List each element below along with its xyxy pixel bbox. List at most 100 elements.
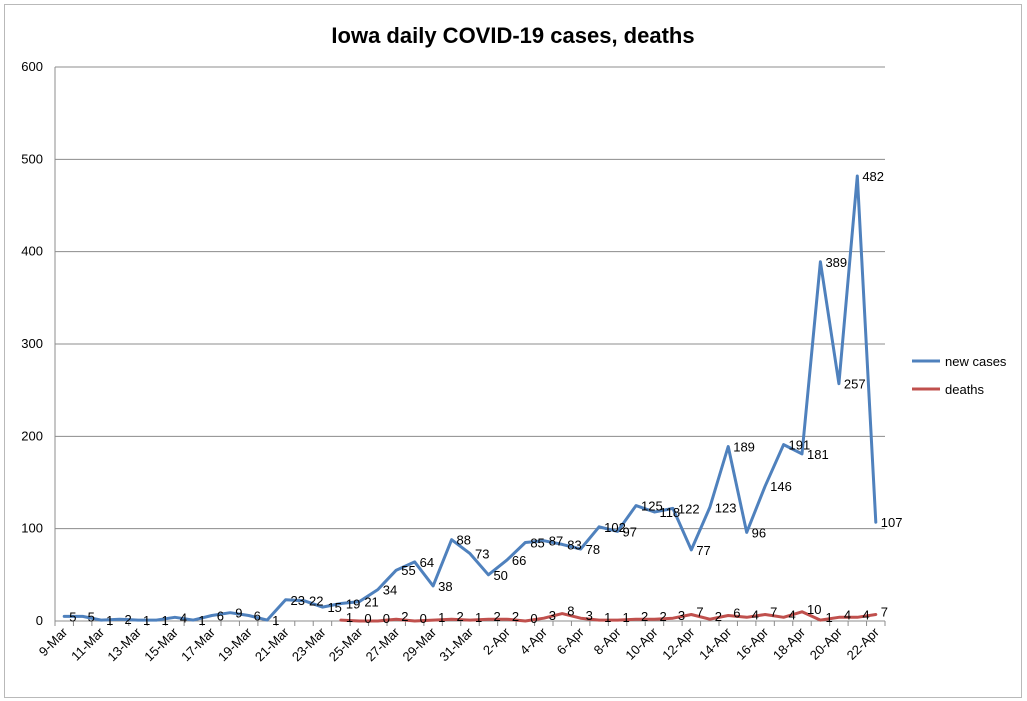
data-label: 5 — [88, 609, 95, 624]
data-label: 6 — [254, 608, 261, 623]
y-tick-label: 100 — [21, 521, 43, 536]
series-line-deaths — [339, 610, 878, 623]
data-label: 189 — [733, 439, 755, 454]
legend-label: deaths — [945, 382, 985, 397]
data-label: 1 — [106, 613, 113, 628]
data-label: 6 — [733, 605, 740, 620]
data-label: 2 — [659, 609, 666, 624]
y-tick-label: 300 — [21, 336, 43, 351]
data-label: 3 — [549, 608, 556, 623]
x-tick-label: 22-Apr — [844, 624, 883, 663]
data-label: 2 — [401, 609, 408, 624]
data-label: 7 — [881, 605, 888, 620]
x-tick-label: 13-Mar — [104, 624, 144, 664]
legend: new cases deaths — [912, 354, 1007, 397]
data-label: 146 — [770, 479, 792, 494]
data-label: 0 — [383, 611, 390, 626]
data-label: 125 — [641, 499, 663, 514]
data-label: 66 — [512, 553, 526, 568]
data-label: 6 — [217, 608, 224, 623]
x-tick-label: 2-Apr — [480, 624, 514, 658]
data-label: 123 — [715, 500, 737, 515]
x-tick-label: 18-Apr — [770, 624, 809, 663]
data-label: 22 — [309, 594, 323, 609]
data-label: 1 — [161, 613, 168, 628]
y-tick-label: 0 — [36, 613, 43, 628]
data-label: 87 — [549, 534, 563, 549]
x-tick-label: 6-Apr — [554, 624, 588, 658]
x-tick-label: 19-Mar — [215, 624, 255, 664]
data-label: 50 — [493, 568, 507, 583]
x-tick-label: 11-Mar — [68, 624, 108, 664]
data-label: 77 — [696, 543, 710, 558]
data-label: 96 — [752, 525, 766, 540]
data-label: 4 — [180, 610, 187, 625]
data-label: 181 — [807, 447, 829, 462]
x-tick-label: 16-Apr — [733, 624, 772, 663]
x-tick-label: 10-Apr — [622, 624, 661, 663]
x-tick-label: 4-Apr — [517, 624, 551, 658]
data-label: 2 — [125, 612, 132, 627]
data-labels: 5 5 1 2 1 1 4 1 6 9 6 123 22 15 19 21345564388873506685… — [69, 169, 902, 628]
data-label: 257 — [844, 377, 866, 392]
data-label: 2 — [493, 609, 500, 624]
data-label: 102 — [604, 520, 626, 535]
data-label: 2 — [512, 609, 519, 624]
data-label: 55 — [401, 563, 415, 578]
data-label: 23 — [291, 593, 305, 608]
data-label: 4 — [752, 607, 759, 622]
data-label: 1 — [198, 613, 205, 628]
data-label: 482 — [862, 169, 884, 184]
data-label: 73 — [475, 547, 489, 562]
x-tick-label: 15-Mar — [141, 624, 181, 664]
x-tick-label: 21-Mar — [252, 624, 292, 664]
data-label: 2 — [457, 609, 464, 624]
data-label: 8 — [567, 604, 574, 619]
x-tick-label: 9-Mar — [36, 624, 71, 659]
y-tick-label: 400 — [21, 244, 43, 259]
data-label: 10 — [807, 602, 821, 617]
legend-label: new cases — [945, 354, 1007, 369]
data-label: 3 — [586, 608, 593, 623]
y-tick-label: 200 — [21, 428, 43, 443]
data-label: 64 — [420, 555, 434, 570]
data-label: 78 — [586, 542, 600, 557]
y-axis: 0 100 200 300 400 500 600 — [21, 59, 56, 628]
x-tick-label: 27-Mar — [363, 624, 403, 664]
x-tick-label: 31-Mar — [436, 624, 476, 664]
data-label: 0 — [364, 611, 371, 626]
data-label: 107 — [881, 515, 903, 530]
y-tick-label: 600 — [21, 59, 43, 74]
data-label: 1 — [143, 613, 150, 628]
data-label: 2 — [715, 609, 722, 624]
data-label: 1 — [346, 610, 353, 625]
x-tick-label: 29-Mar — [400, 624, 440, 664]
data-label: 118 — [659, 505, 680, 520]
data-label: 34 — [383, 583, 397, 598]
data-label: 1 — [623, 610, 630, 625]
data-label: 1 — [825, 610, 832, 625]
series-line-new-cases — [62, 174, 878, 622]
data-label: 3 — [678, 608, 685, 623]
data-label: 2 — [641, 609, 648, 624]
data-label: 38 — [438, 579, 452, 594]
y-tick-label: 500 — [21, 151, 43, 166]
data-label: 4 — [789, 607, 796, 622]
data-label: 19 — [346, 596, 360, 611]
data-label: 4 — [862, 607, 869, 622]
data-label: 1 — [272, 613, 279, 628]
data-label: 7 — [770, 605, 777, 620]
data-label: 9 — [235, 606, 242, 621]
chart-title: Iowa daily COVID-19 cases, deaths — [331, 23, 694, 48]
data-label: 0 — [420, 611, 427, 626]
x-tick-label: 23-Mar — [289, 624, 329, 664]
x-tick-label: 14-Apr — [696, 624, 735, 663]
x-tick-label: 20-Apr — [807, 624, 846, 663]
data-label: 389 — [825, 255, 847, 270]
data-label: 5 — [69, 609, 76, 624]
data-label: 7 — [696, 605, 703, 620]
chart-frame — [4, 4, 1022, 698]
data-label: 97 — [623, 524, 637, 539]
x-tick-label: 25-Mar — [326, 624, 366, 664]
